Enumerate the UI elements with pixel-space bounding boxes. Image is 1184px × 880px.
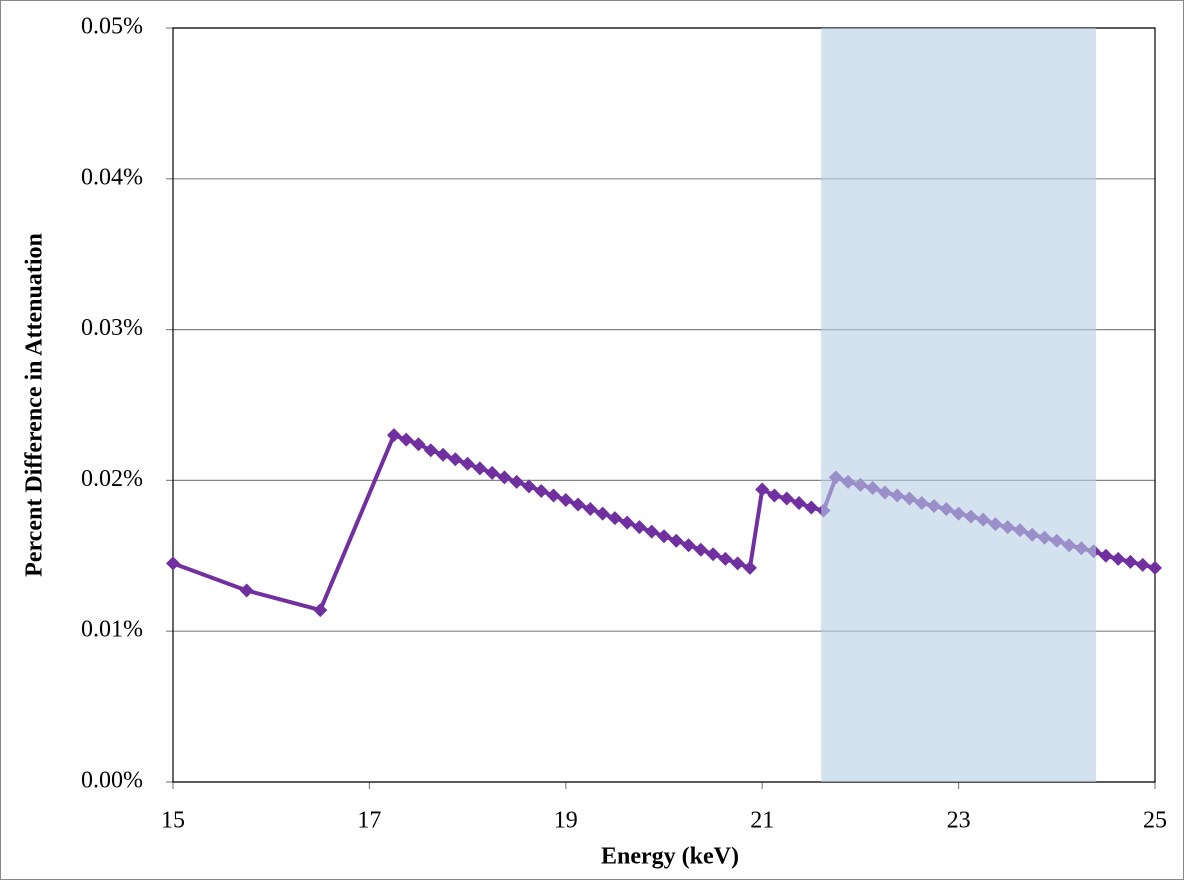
x-axis-title: Energy (keV) xyxy=(601,844,739,870)
data-point xyxy=(166,556,180,571)
data-point xyxy=(472,461,487,476)
data-point xyxy=(595,506,610,521)
data-point xyxy=(644,524,659,539)
data-point xyxy=(1098,548,1113,563)
data-point xyxy=(607,511,622,526)
data-point xyxy=(755,482,770,497)
data-point xyxy=(767,488,782,503)
data-point xyxy=(448,452,463,467)
data-point xyxy=(399,432,414,447)
data-point xyxy=(1135,557,1150,572)
data-point xyxy=(718,551,733,566)
y-tick-label: 0.03% xyxy=(81,315,143,341)
data-point xyxy=(509,474,524,489)
y-tick-label: 0.01% xyxy=(81,617,143,643)
data-point xyxy=(1148,560,1162,575)
data-point xyxy=(534,483,549,498)
data-point xyxy=(313,603,328,618)
data-point xyxy=(460,456,475,471)
data-point xyxy=(669,533,684,548)
y-tick-label: 0.04% xyxy=(81,164,143,190)
y-tick-label: 0.05% xyxy=(81,14,143,40)
highlight-band xyxy=(821,28,1097,782)
data-point xyxy=(239,583,254,598)
x-tick-label: 25 xyxy=(1143,808,1167,834)
data-point xyxy=(497,470,512,485)
data-point xyxy=(730,556,745,571)
data-point xyxy=(485,465,500,480)
data-point xyxy=(546,488,561,503)
data-point xyxy=(436,447,451,462)
x-tick-label: 19 xyxy=(554,808,578,834)
data-point xyxy=(1123,554,1138,569)
y-tick-label: 0.02% xyxy=(81,466,143,492)
x-tick-label: 23 xyxy=(947,808,971,834)
data-point xyxy=(792,496,807,511)
data-point xyxy=(1111,551,1126,566)
data-point xyxy=(779,491,794,506)
data-point xyxy=(693,542,708,557)
x-tick-label: 15 xyxy=(161,808,185,834)
data-point xyxy=(583,502,598,517)
data-point xyxy=(423,443,438,458)
data-point xyxy=(521,479,536,494)
plot-border xyxy=(172,27,1156,783)
x-tick-label: 21 xyxy=(750,808,774,834)
y-axis-title: Percent Difference in Attenuation xyxy=(22,233,48,577)
x-tick-label: 17 xyxy=(357,808,381,834)
y-tick-label: 0.00% xyxy=(81,768,143,794)
data-point xyxy=(804,500,819,515)
data-point xyxy=(411,437,426,452)
data-point xyxy=(657,529,671,544)
data-point xyxy=(706,547,721,562)
data-point xyxy=(632,520,647,535)
data-point xyxy=(742,560,757,575)
data-point xyxy=(386,428,401,443)
data-point xyxy=(620,515,635,530)
data-point xyxy=(571,497,586,512)
data-point xyxy=(681,538,696,553)
data-point xyxy=(558,493,573,508)
